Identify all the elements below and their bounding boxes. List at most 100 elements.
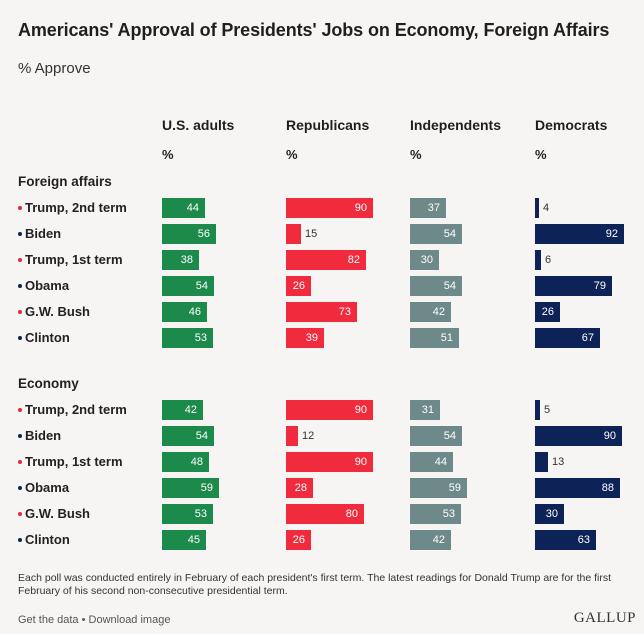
value-label-foreign-affairs-trump-1st-term-republicans: 82	[347, 254, 360, 266]
section-label-foreign-affairs: Foreign affairs	[18, 174, 112, 189]
bar-economy-trump-1st-term-us-adults	[162, 452, 209, 472]
row-label-economy-clinton: Clinton	[18, 530, 70, 550]
bar-economy-obama-us-adults	[162, 478, 219, 498]
value-label-foreign-affairs-trump-2nd-term-republicans: 90	[354, 202, 367, 214]
value-label-foreign-affairs-trump-1st-term-independents: 30	[420, 254, 433, 266]
bar-foreign-affairs-biden-us-adults	[162, 224, 216, 244]
bar-economy-trump-1st-term-independents	[410, 452, 453, 472]
party-dot-icon	[18, 283, 22, 288]
value-label-economy-trump-2nd-term-democrats: 5	[544, 404, 551, 416]
value-label-foreign-affairs-g-w-bush-democrats: 26	[541, 306, 554, 318]
bar-economy-obama-republicans	[286, 478, 313, 498]
bar-foreign-affairs-trump-1st-term-democrats	[535, 250, 541, 270]
bar-foreign-affairs-obama-democrats	[535, 276, 612, 296]
bar-foreign-affairs-obama-republicans	[286, 276, 311, 296]
column-header-democrats: Democrats	[535, 117, 608, 133]
party-dot-icon	[18, 231, 22, 236]
value-label-economy-g-w-bush-independents: 53	[442, 508, 455, 520]
bar-economy-clinton-us-adults	[162, 530, 206, 550]
value-label-economy-biden-republicans: 12	[302, 430, 315, 442]
bar-foreign-affairs-trump-2nd-term-democrats	[535, 198, 539, 218]
row-label-foreign-affairs-biden: Biden	[18, 224, 61, 244]
bar-economy-obama-independents	[410, 478, 467, 498]
column-unit-independents: %	[410, 147, 422, 162]
value-label-economy-trump-2nd-term-us-adults: 42	[184, 404, 197, 416]
bar-foreign-affairs-clinton-democrats	[535, 328, 600, 348]
footnote: Each poll was conducted entirely in Febr…	[18, 572, 612, 597]
value-label-economy-clinton-independents: 42	[432, 534, 445, 546]
party-dot-icon	[18, 511, 22, 516]
value-label-economy-trump-1st-term-republicans: 90	[354, 456, 367, 468]
bar-economy-biden-us-adults	[162, 426, 214, 446]
value-label-foreign-affairs-g-w-bush-us-adults: 46	[188, 306, 201, 318]
row-label-text: Trump, 1st term	[25, 454, 123, 469]
bar-foreign-affairs-trump-2nd-term-us-adults	[162, 198, 205, 218]
bar-economy-trump-1st-term-republicans	[286, 452, 373, 472]
value-label-foreign-affairs-biden-independents: 54	[443, 228, 456, 240]
row-label-foreign-affairs-trump-1st-term: Trump, 1st term	[18, 250, 123, 270]
row-label-economy-trump-1st-term: Trump, 1st term	[18, 452, 123, 472]
column-header-us-adults: U.S. adults	[162, 117, 235, 133]
bar-foreign-affairs-biden-democrats	[535, 224, 624, 244]
bar-foreign-affairs-trump-1st-term-independents	[410, 250, 439, 270]
row-label-text: Clinton	[25, 330, 70, 345]
value-label-economy-biden-independents: 54	[443, 430, 456, 442]
value-label-economy-obama-democrats: 88	[601, 482, 614, 494]
row-label-economy-obama: Obama	[18, 478, 69, 498]
value-label-economy-obama-us-adults: 59	[200, 482, 213, 494]
party-dot-icon	[18, 433, 22, 438]
value-label-foreign-affairs-trump-2nd-term-democrats: 4	[543, 202, 550, 214]
value-label-economy-g-w-bush-republicans: 80	[345, 508, 358, 520]
value-label-economy-obama-republicans: 28	[294, 482, 307, 494]
value-label-foreign-affairs-obama-independents: 54	[443, 280, 456, 292]
value-label-foreign-affairs-trump-2nd-term-independents: 37	[427, 202, 440, 214]
value-label-economy-trump-2nd-term-republicans: 90	[354, 404, 367, 416]
row-label-economy-trump-2nd-term: Trump, 2nd term	[18, 400, 127, 420]
bar-foreign-affairs-biden-republicans	[286, 224, 301, 244]
bar-economy-trump-2nd-term-us-adults	[162, 400, 203, 420]
row-label-text: Trump, 1st term	[25, 252, 123, 267]
value-label-foreign-affairs-trump-2nd-term-us-adults: 44	[186, 202, 199, 214]
party-dot-icon	[18, 537, 22, 542]
bar-economy-clinton-independents	[410, 530, 451, 550]
party-dot-icon	[18, 205, 22, 210]
value-label-economy-biden-us-adults: 54	[195, 430, 208, 442]
value-label-foreign-affairs-biden-us-adults: 56	[197, 228, 210, 240]
column-header-independents: Independents	[410, 117, 502, 133]
bar-foreign-affairs-g-w-bush-republicans	[286, 302, 357, 322]
party-dot-icon	[18, 309, 22, 314]
value-label-economy-g-w-bush-us-adults: 53	[194, 508, 207, 520]
party-dot-icon	[18, 459, 22, 464]
bar-foreign-affairs-biden-independents	[410, 224, 462, 244]
value-label-economy-trump-2nd-term-independents: 31	[421, 404, 434, 416]
row-label-text: Clinton	[25, 532, 70, 547]
bar-foreign-affairs-g-w-bush-independents	[410, 302, 451, 322]
value-label-economy-g-w-bush-democrats: 30	[545, 508, 558, 520]
value-label-foreign-affairs-clinton-democrats: 67	[581, 332, 594, 344]
row-label-text: Biden	[25, 226, 62, 241]
value-label-foreign-affairs-biden-republicans: 15	[305, 228, 318, 240]
value-label-economy-trump-1st-term-us-adults: 48	[190, 456, 203, 468]
party-dot-icon	[18, 257, 22, 262]
party-dot-icon	[18, 485, 22, 490]
party-dot-icon	[18, 407, 22, 412]
row-label-foreign-affairs-trump-2nd-term: Trump, 2nd term	[18, 198, 127, 218]
value-label-economy-biden-democrats: 90	[603, 430, 616, 442]
bar-economy-g-w-bush-us-adults	[162, 504, 213, 524]
bar-economy-trump-2nd-term-democrats	[535, 400, 540, 420]
value-label-economy-clinton-republicans: 26	[292, 534, 305, 546]
row-label-economy-g-w-bush: G.W. Bush	[18, 504, 90, 524]
party-dot-icon	[18, 335, 22, 340]
bar-foreign-affairs-trump-2nd-term-independents	[410, 198, 446, 218]
bar-economy-g-w-bush-democrats	[535, 504, 564, 524]
value-label-foreign-affairs-trump-1st-term-us-adults: 38	[180, 254, 193, 266]
row-label-text: G.W. Bush	[25, 304, 90, 319]
row-label-text: Trump, 2nd term	[25, 402, 127, 417]
row-label-text: G.W. Bush	[25, 506, 90, 521]
chart-title: Americans' Approval of Presidents' Jobs …	[18, 20, 610, 40]
row-label-text: Obama	[25, 278, 70, 293]
column-unit-us-adults: %	[162, 147, 174, 162]
bar-foreign-affairs-trump-1st-term-us-adults	[162, 250, 199, 270]
row-label-economy-biden: Biden	[18, 426, 61, 446]
footer-links[interactable]: Get the data • Download image	[18, 614, 171, 626]
